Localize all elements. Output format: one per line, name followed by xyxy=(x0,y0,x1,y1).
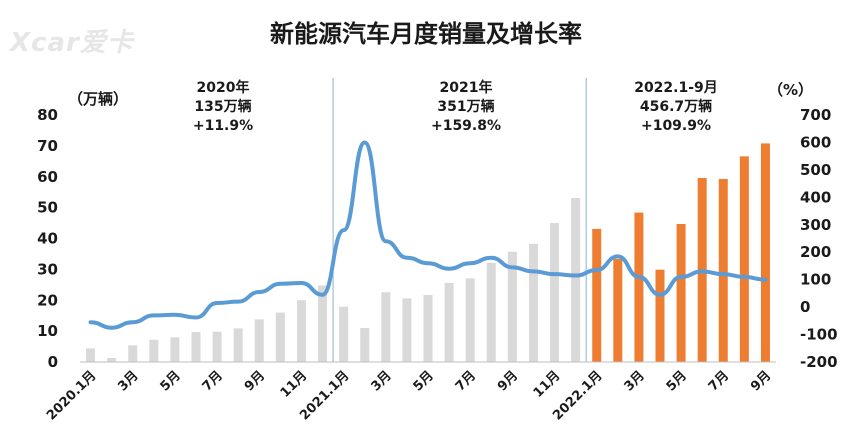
x-tick-label: 7月 xyxy=(453,368,479,394)
left-tick-label: 80 xyxy=(37,106,58,124)
bar xyxy=(191,332,201,362)
x-tick-label: 9月 xyxy=(748,368,774,394)
x-tick-label: 9月 xyxy=(242,368,268,394)
bar-group xyxy=(80,143,776,363)
bar xyxy=(339,306,349,362)
x-tick-label: 3月 xyxy=(115,368,141,394)
period-annotation: 456.7万辆 xyxy=(640,98,712,115)
bar xyxy=(107,357,117,362)
left-tick-label: 70 xyxy=(37,137,58,155)
bar xyxy=(718,178,728,362)
x-tick-label: 9月 xyxy=(495,368,521,394)
line-group xyxy=(88,140,768,330)
left-tick-label: 30 xyxy=(37,260,58,278)
x-tick-label: 5月 xyxy=(158,368,184,394)
bar xyxy=(423,295,433,362)
bar xyxy=(613,258,623,362)
x-tick-label: 3月 xyxy=(622,368,648,394)
bar xyxy=(402,298,412,362)
growth-line xyxy=(88,140,768,330)
period-annotation: 135万辆 xyxy=(194,98,251,115)
left-tick-label: 10 xyxy=(37,322,58,340)
right-tick-label: -100 xyxy=(800,326,838,344)
bar xyxy=(149,339,159,362)
x-tick-label: 11月 xyxy=(278,368,311,401)
left-axis: 0 10 20 30 40 50 60 70 80 xyxy=(37,106,58,371)
bar xyxy=(254,319,264,362)
right-tick-label: 0 xyxy=(800,298,810,316)
bar xyxy=(318,285,328,362)
bar xyxy=(676,223,686,362)
x-tick-label: 5月 xyxy=(664,368,690,394)
bar xyxy=(275,312,285,362)
bar xyxy=(296,300,306,362)
bar xyxy=(360,328,370,362)
bar xyxy=(486,262,496,362)
bar xyxy=(212,331,222,362)
right-unit-label: （%） xyxy=(768,81,813,99)
right-tick-label: 300 xyxy=(800,216,831,234)
bar xyxy=(128,345,138,362)
x-tick-label: 2020.1月 xyxy=(44,368,99,423)
left-tick-label: 40 xyxy=(37,230,58,248)
bar xyxy=(381,292,391,362)
period-annotation: +11.9% xyxy=(193,118,253,134)
bar xyxy=(634,212,644,362)
x-tick-label: 7月 xyxy=(200,368,226,394)
bar xyxy=(550,223,560,362)
right-tick-label: -200 xyxy=(800,353,838,371)
x-tick-label: 7月 xyxy=(706,368,732,394)
period-annotation: +109.9% xyxy=(641,118,711,134)
period-annotation: 2022.1-9月 xyxy=(634,80,718,96)
bar xyxy=(528,243,538,362)
right-tick-label: 500 xyxy=(800,161,831,179)
xcar-logo: Xcar爱卡 xyxy=(10,28,134,58)
period-annotation: 351万辆 xyxy=(437,98,494,115)
x-tick-label: 3月 xyxy=(368,368,394,394)
period-annotation: +159.8% xyxy=(431,118,501,134)
bar xyxy=(571,198,581,362)
left-tick-label: 0 xyxy=(48,353,58,371)
bar xyxy=(507,251,517,362)
right-tick-label: 700 xyxy=(800,106,831,124)
left-tick-label: 20 xyxy=(37,291,58,309)
x-tick-label: 11月 xyxy=(531,368,564,401)
divider-group xyxy=(332,78,587,362)
annotation-group: 2020年 135万辆 +11.9% 2021年 351万辆 +159.8% 2022.1-… xyxy=(193,79,718,134)
bar xyxy=(233,328,243,362)
bar xyxy=(760,143,770,362)
bar xyxy=(739,156,749,362)
bar xyxy=(465,278,475,362)
chart-title: 新能源汽车月度销量及增长率 xyxy=(270,20,582,48)
right-tick-label: 600 xyxy=(800,133,831,151)
x-tick-label: 5月 xyxy=(411,368,437,394)
left-tick-label: 60 xyxy=(37,168,58,186)
bar xyxy=(86,348,96,362)
bar xyxy=(655,269,665,362)
right-axis: -200 -100 0 100 200 300 400 500 600 700 xyxy=(800,106,838,371)
right-tick-label: 400 xyxy=(800,188,831,206)
left-unit-label: （万辆） xyxy=(68,90,128,108)
bar xyxy=(444,282,454,362)
right-tick-label: 100 xyxy=(800,271,831,289)
period-annotation: 2020年 xyxy=(197,79,250,96)
left-tick-label: 50 xyxy=(37,199,58,217)
bar xyxy=(592,228,602,362)
period-annotation: 2021年 xyxy=(440,79,493,96)
right-tick-label: 200 xyxy=(800,243,831,261)
bar xyxy=(170,337,180,362)
